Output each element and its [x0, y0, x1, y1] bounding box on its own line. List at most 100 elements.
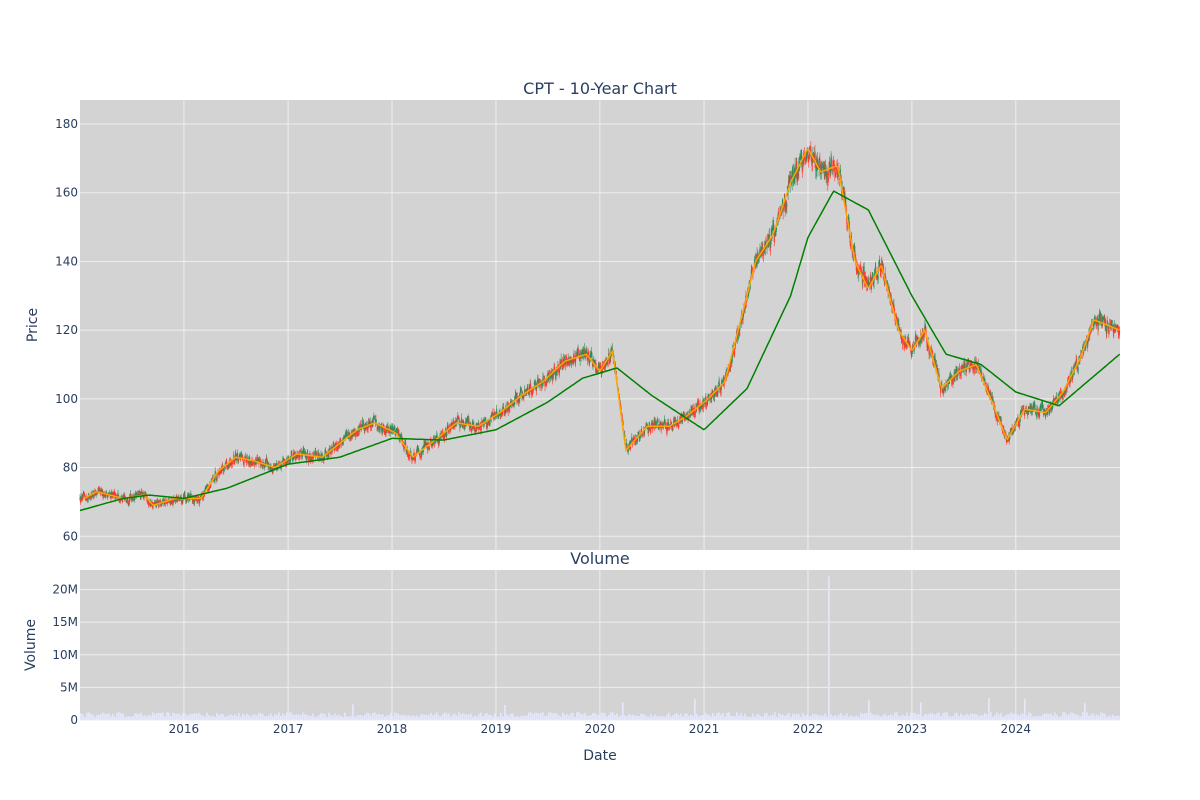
candle-body [1106, 324, 1108, 332]
candle-body [822, 166, 824, 169]
candle-body [1073, 364, 1075, 371]
candle-body [802, 169, 804, 172]
candle-body [946, 384, 948, 387]
candle-body [125, 498, 127, 500]
candle-body [223, 467, 225, 471]
candle-body [598, 363, 600, 366]
candle-body [568, 360, 570, 366]
candle-body [513, 401, 515, 406]
candle-body [454, 425, 456, 427]
candle-body [788, 181, 790, 184]
candle-body [1102, 317, 1104, 321]
candle-body [984, 378, 986, 381]
candle-body [823, 175, 825, 180]
candle-body [1034, 407, 1036, 411]
candle-body [293, 452, 295, 455]
candle-body [182, 500, 184, 502]
candle-body [335, 442, 337, 447]
candle-body [494, 413, 496, 416]
candle-body [999, 416, 1001, 421]
candle-body [527, 388, 529, 392]
candle-body [185, 499, 187, 500]
candle-body [451, 422, 453, 424]
candle-body [864, 271, 866, 280]
candle-body [484, 420, 486, 422]
candle-body [238, 455, 240, 457]
candle-body [485, 421, 487, 424]
candle-body [925, 330, 927, 334]
candle-body [1038, 412, 1040, 417]
candle-body [871, 272, 873, 278]
candle-body [544, 384, 546, 387]
candle-body [553, 370, 555, 375]
candle-body [1071, 377, 1073, 381]
candle-body [905, 341, 907, 347]
candle-body [465, 421, 467, 426]
candle-body [964, 362, 966, 365]
candle-body [624, 434, 626, 438]
candle-body [216, 476, 218, 479]
candle-body [807, 155, 809, 159]
candle-body [558, 372, 560, 375]
candle-body [1045, 414, 1047, 417]
candle-body [373, 415, 375, 418]
candle-body [544, 382, 546, 384]
candle-body [196, 498, 198, 502]
candle-body [686, 416, 688, 418]
candle-body [447, 425, 449, 431]
candle-body [668, 422, 670, 427]
candle-body [397, 429, 399, 434]
candle-body [1020, 412, 1022, 416]
candle-body [586, 350, 588, 351]
candle-body [215, 478, 217, 481]
candle-body [817, 162, 819, 166]
candle-body [438, 442, 440, 444]
candle-body [162, 498, 164, 501]
candle-body [532, 388, 534, 393]
candle-body [831, 165, 833, 167]
candle-body [246, 459, 248, 461]
candle-body [306, 459, 308, 460]
candle-body [843, 188, 845, 190]
candle-body [199, 499, 201, 502]
candle-body [249, 460, 251, 464]
candle-body [79, 497, 81, 501]
candle-body [703, 403, 705, 408]
candle-body [840, 177, 842, 179]
candle-body [247, 460, 249, 464]
candle-body [914, 336, 916, 341]
candle-body [380, 426, 382, 428]
candle-body [648, 428, 650, 430]
candle-body [310, 456, 312, 462]
candle-body [812, 153, 814, 156]
candle-body [98, 487, 100, 489]
candle-body [870, 285, 872, 290]
candle-body [291, 450, 293, 454]
candle-body [1046, 408, 1048, 411]
candle-body [595, 367, 597, 372]
candle-body [751, 267, 753, 271]
candle-body [510, 400, 512, 405]
candle-body [730, 365, 732, 368]
candle-body [738, 330, 740, 335]
candle-body [108, 491, 110, 493]
candle-body [638, 432, 640, 435]
candle-body [749, 285, 751, 288]
candle-body [642, 434, 644, 436]
candle-body [666, 431, 668, 435]
candle-body [805, 160, 807, 162]
candle-body [457, 416, 459, 419]
candle-body [629, 442, 631, 445]
candle-body [731, 361, 733, 363]
candle-body [816, 165, 818, 171]
candle-body [634, 441, 636, 445]
candle-body [801, 162, 803, 170]
candle-body [320, 456, 322, 461]
candle-body [542, 376, 544, 381]
candle-body [549, 374, 551, 379]
candle-body [329, 452, 331, 453]
candle-body [971, 363, 973, 365]
candle-body [439, 436, 441, 440]
candle-body [775, 230, 777, 234]
candle-body [866, 277, 868, 286]
